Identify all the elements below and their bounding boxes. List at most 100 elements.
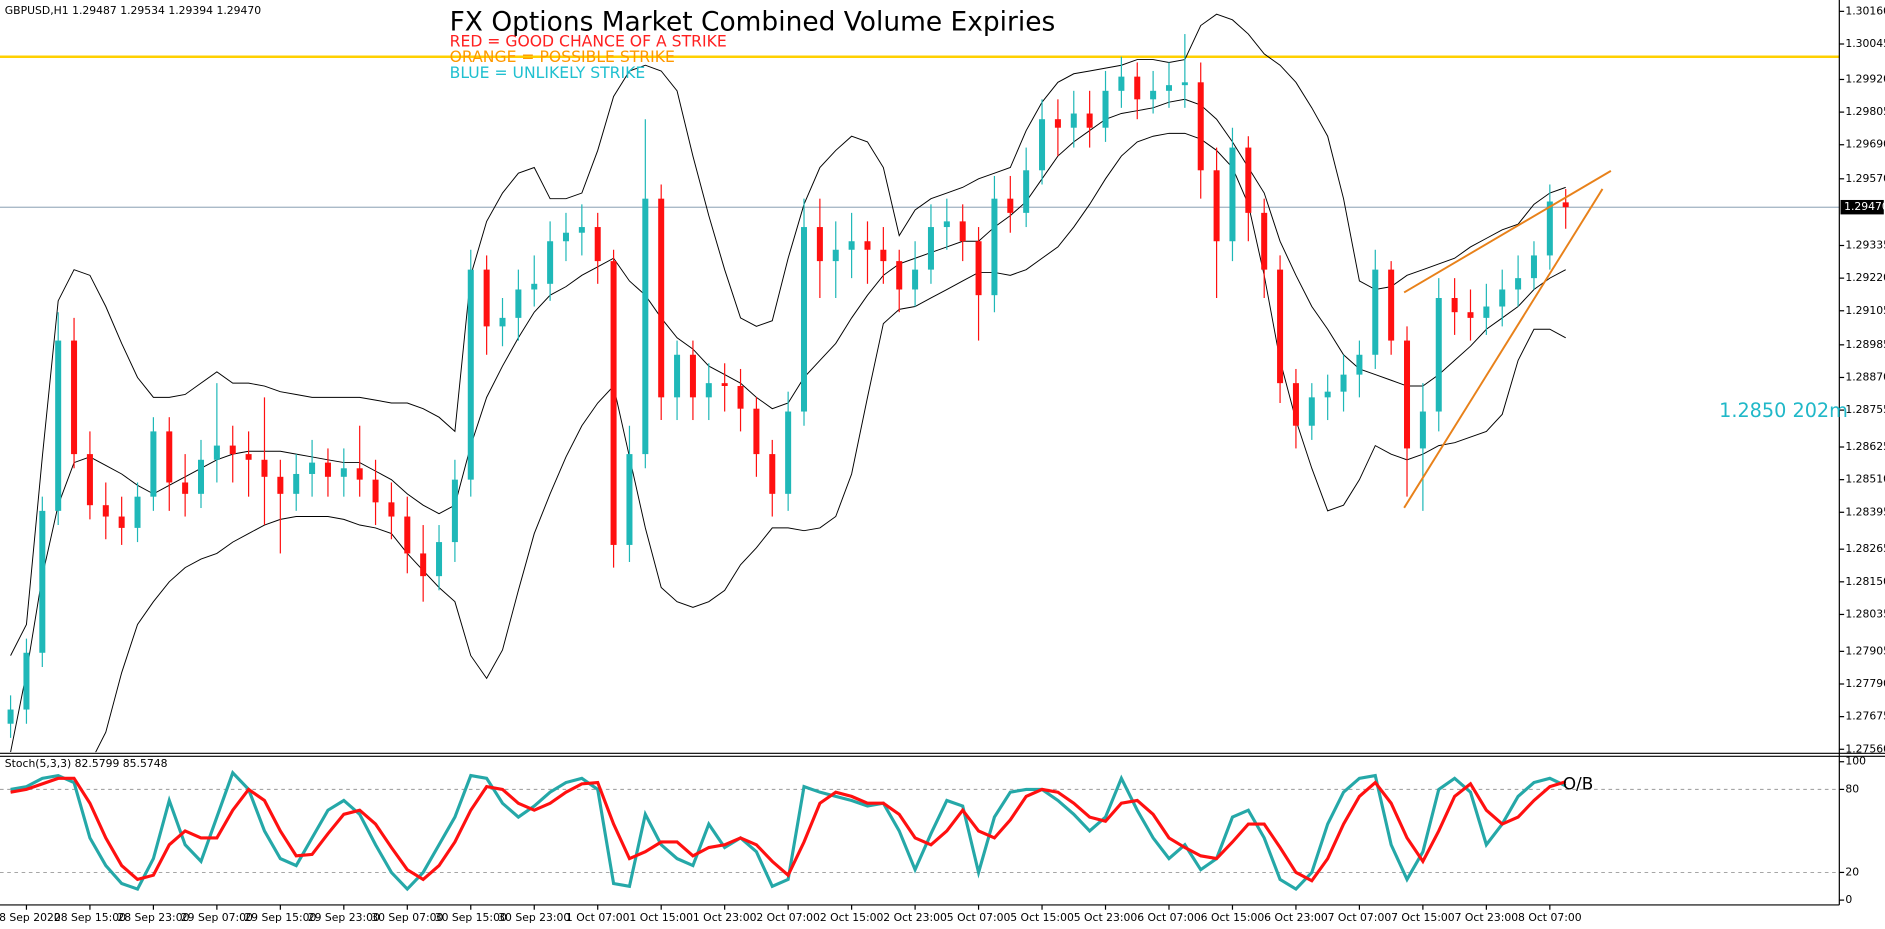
candle-body xyxy=(1134,76,1141,100)
candle-body xyxy=(1213,170,1220,242)
candle-body xyxy=(1181,82,1188,86)
candle-body xyxy=(118,516,125,528)
candle-body xyxy=(531,283,538,290)
x-tick-label: 2 Oct 23:00 xyxy=(883,911,947,924)
candle-body xyxy=(610,261,617,545)
y-tick-label: 100 xyxy=(1845,755,1866,768)
candle-body xyxy=(467,269,474,480)
x-tick-label: 29 Sep 07:00 xyxy=(181,911,253,924)
candle-body xyxy=(912,269,919,290)
candle-body xyxy=(261,459,268,477)
candle-body xyxy=(1245,147,1252,213)
candle-body xyxy=(1419,411,1426,449)
x-tick-label: 30 Sep 07:00 xyxy=(371,911,443,924)
candle-body xyxy=(578,227,585,233)
x-tick-label: 7 Oct 07:00 xyxy=(1328,911,1392,924)
candle-body xyxy=(1340,374,1347,392)
y-tick-label: 1.30045 xyxy=(1845,37,1885,50)
candle-body xyxy=(1435,298,1442,412)
candle-body xyxy=(309,462,316,474)
x-tick-label: 29 Sep 15:00 xyxy=(244,911,316,924)
y-tick-label: 1.28395 xyxy=(1845,505,1885,518)
candle-body xyxy=(642,198,649,455)
candle-body xyxy=(1388,269,1395,341)
candle-body xyxy=(721,383,728,386)
y-tick-label: 1.28985 xyxy=(1845,338,1885,351)
candle-body xyxy=(1007,198,1014,213)
x-tick-label: 28 Sep 2020 xyxy=(0,911,61,924)
candle-body xyxy=(213,445,220,460)
candle-body xyxy=(420,553,427,577)
y-tick-label: 1.29220 xyxy=(1845,271,1885,284)
candle-body xyxy=(1499,289,1506,307)
candle-body xyxy=(1451,298,1458,313)
candle-body xyxy=(1150,90,1157,100)
candle-body xyxy=(71,340,78,455)
x-tick-label: 29 Sep 23:00 xyxy=(308,911,380,924)
candle-body xyxy=(55,340,62,511)
y-tick-label: 1.28755 xyxy=(1845,403,1885,416)
candle-body xyxy=(1546,201,1553,256)
y-tick-label: 80 xyxy=(1845,782,1859,795)
annotation: RED = GOOD CHANCE OF A STRIKE xyxy=(450,32,727,51)
x-tick-label: 30 Sep 15:00 xyxy=(435,911,507,924)
stoch-line xyxy=(10,776,1567,883)
x-tick-label: 6 Oct 23:00 xyxy=(1264,911,1328,924)
candle-body xyxy=(689,354,696,398)
x-tick-label: 1 Oct 07:00 xyxy=(566,911,630,924)
candle-body xyxy=(927,227,934,270)
chart-header: GBPUSD,H1 1.29487 1.29534 1.29394 1.2947… xyxy=(5,4,261,17)
x-tick-label: 6 Oct 07:00 xyxy=(1137,911,1201,924)
x-tick-label: 5 Oct 23:00 xyxy=(1074,911,1138,924)
candle-body xyxy=(1039,119,1046,171)
candle-body xyxy=(515,289,522,318)
y-tick-label: 1.27675 xyxy=(1845,710,1885,723)
x-tick-label: 6 Oct 15:00 xyxy=(1201,911,1265,924)
candle-body xyxy=(7,709,14,724)
y-tick-label: 0 xyxy=(1845,893,1852,906)
candle-body xyxy=(1118,76,1125,91)
candle-body xyxy=(769,454,776,494)
candle-body xyxy=(356,468,363,480)
price-label-box xyxy=(1840,199,1884,215)
candle-body xyxy=(404,516,411,554)
y-tick-label: 1.29690 xyxy=(1845,138,1885,151)
candle-body xyxy=(1483,306,1490,318)
candle-body xyxy=(1197,82,1204,171)
y-tick-label: 1.30160 xyxy=(1845,4,1885,17)
stoch-annotation: O/B xyxy=(1563,774,1593,794)
x-tick-label: 5 Oct 15:00 xyxy=(1010,911,1074,924)
candle-body xyxy=(388,502,395,517)
y-tick-label: 1.28150 xyxy=(1845,575,1885,588)
candle-body xyxy=(39,510,46,653)
candle-body xyxy=(785,411,792,494)
candle-body xyxy=(229,445,236,455)
candle-body xyxy=(975,241,982,296)
candle-body xyxy=(594,227,601,262)
y-tick-label: 1.28035 xyxy=(1845,607,1885,620)
candle-body xyxy=(848,241,855,250)
y-tick-label: 1.29335 xyxy=(1845,238,1885,251)
x-tick-label: 7 Oct 15:00 xyxy=(1391,911,1455,924)
candle-body xyxy=(451,479,458,543)
candle-body xyxy=(1372,269,1379,355)
candle-body xyxy=(1086,113,1093,128)
candle-body xyxy=(1308,397,1315,426)
candle-body xyxy=(102,505,109,517)
y-tick-label: 1.28265 xyxy=(1845,542,1885,555)
price-label: 1.29470 xyxy=(1844,200,1885,213)
candle-body xyxy=(1070,113,1077,128)
candle-body xyxy=(1229,147,1236,242)
candle-body xyxy=(943,221,950,228)
x-tick-label: 28 Sep 15:00 xyxy=(54,911,126,924)
y-tick-label: 1.27560 xyxy=(1845,742,1885,755)
main-pane xyxy=(0,13,1840,753)
candle-body xyxy=(1404,340,1411,449)
x-tick-label: 1 Oct 23:00 xyxy=(693,911,757,924)
band-lower xyxy=(95,132,1566,753)
candle-body xyxy=(197,459,205,494)
y-tick-label: 20 xyxy=(1845,865,1859,878)
